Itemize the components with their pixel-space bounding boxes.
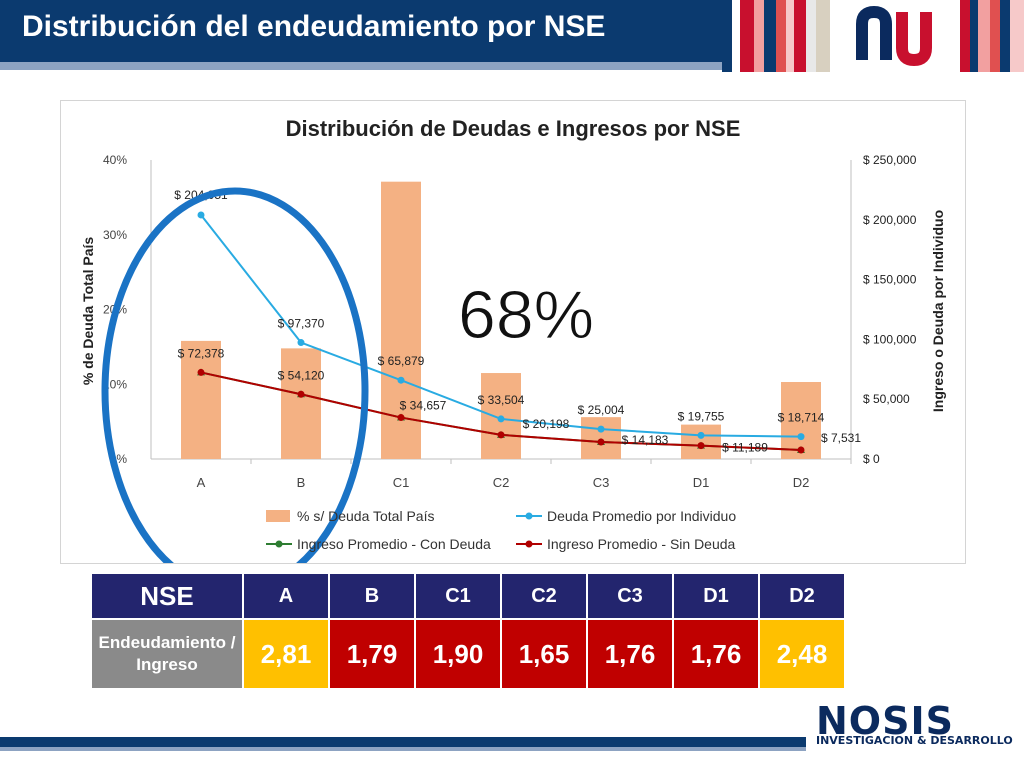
title-band — [0, 0, 722, 64]
x-tick-label: B — [297, 475, 306, 490]
series-point — [197, 211, 205, 219]
y-axis-label-left: % de Deuda Total País — [80, 237, 96, 386]
data-label: $ 33,504 — [478, 393, 525, 407]
bar — [281, 348, 321, 459]
y-tick-label-right: $ 200,000 — [863, 213, 917, 227]
table-header-cell: C3 — [588, 574, 672, 618]
y-tick-label-right: $ 100,000 — [863, 332, 917, 346]
y-axis-label-right: Ingreso o Deuda por Individuo — [930, 210, 946, 412]
legend-entry: Ingreso Promedio - Con Deuda — [297, 536, 491, 552]
chart-title: Distribución de Deudas e Ingresos por NS… — [286, 116, 741, 141]
y-tick-label-left: 30% — [103, 228, 127, 242]
legend-entry: Ingreso Promedio - Sin Deuda — [547, 536, 736, 552]
legend-marker — [275, 540, 283, 548]
data-label: $ 65,879 — [378, 354, 425, 368]
series-point — [797, 433, 805, 441]
ratio-cell: 1,90 — [416, 620, 500, 688]
x-tick-label: D2 — [793, 475, 810, 490]
ratio-table: NSE A B C1 C2 C3 D1 D2 Endeudamiento / I… — [90, 572, 846, 690]
y-tick-label-right: $ 250,000 — [863, 153, 917, 167]
series-point — [397, 414, 405, 422]
line-series — [197, 211, 805, 454]
data-label: $ 18,714 — [778, 411, 825, 425]
ratio-cell: 2,48 — [760, 620, 844, 688]
data-label: $ 11,189 — [722, 441, 768, 455]
y-tick-label-left: 10% — [103, 377, 127, 391]
legend: % s/ Deuda Total País Deuda Promedio por … — [266, 508, 736, 552]
ratio-cell: 1,76 — [674, 620, 758, 688]
x-tick-label: D1 — [693, 475, 710, 490]
y-tick-label-left: 40% — [103, 153, 127, 167]
ratio-cell: 2,81 — [244, 620, 328, 688]
chart-panel: Distribución de Deudas e Ingresos por NS… — [60, 100, 966, 564]
annotation-68-percent: 68% — [458, 277, 594, 353]
series-point — [797, 446, 805, 454]
table-header-cell: D2 — [760, 574, 844, 618]
data-label: $ 7,531 — [821, 431, 861, 445]
combo-chart: Distribución de Deudas e Ingresos por NS… — [80, 116, 946, 563]
y-tick-label-right: $ 0 — [863, 452, 880, 466]
nosis-logo: NOSIS — [816, 699, 954, 743]
ratio-cell: 1,76 — [588, 620, 672, 688]
table-header-cell: D1 — [674, 574, 758, 618]
legend-entry: % s/ Deuda Total País — [297, 508, 434, 524]
title-accent — [0, 62, 722, 70]
highlight-circle — [101, 187, 369, 563]
legend-marker — [525, 512, 533, 520]
series-point — [297, 390, 305, 398]
data-label: $ 72,378 — [178, 346, 225, 360]
decorative-stripes-left — [722, 0, 830, 72]
legend-swatch — [266, 510, 290, 522]
series-point — [197, 368, 205, 376]
series-point — [497, 431, 505, 439]
row-label-endeudamiento: Endeudamiento / Ingreso — [92, 620, 242, 688]
series-point — [297, 339, 305, 347]
y-tick-label-right: $ 50,000 — [863, 392, 910, 406]
data-label: $ 97,370 — [278, 317, 325, 331]
data-label: $ 20,198 — [523, 417, 570, 431]
legend-entry: Deuda Promedio por Individuo — [547, 508, 736, 524]
y-tick-label-right: $ 150,000 — [863, 273, 917, 287]
page-title: Distribución del endeudamiento por NSE — [22, 10, 606, 43]
ratio-cell: 1,65 — [502, 620, 586, 688]
x-tick-label: A — [197, 475, 206, 490]
table-header-row: NSE A B C1 C2 C3 D1 D2 — [92, 574, 844, 618]
bar — [381, 181, 421, 459]
data-label: $ 19,755 — [678, 409, 725, 423]
decorative-stripes-right — [960, 0, 1024, 72]
x-tick-label: C3 — [593, 475, 610, 490]
footer-band — [0, 737, 806, 747]
brand-logo — [830, 0, 960, 72]
series-point — [497, 415, 505, 423]
header: Distribución del endeudamiento por NSE — [0, 0, 1024, 72]
series-point — [697, 431, 705, 439]
data-label: $ 14,183 — [622, 433, 669, 447]
table-header-cell: C2 — [502, 574, 586, 618]
data-label: $ 54,120 — [278, 368, 325, 382]
series-point — [597, 438, 605, 446]
axes: 0%10%20%30%40%$ 0$ 50,000$ 100,000$ 150,… — [103, 153, 917, 490]
bar — [181, 340, 221, 459]
data-label: $ 34,657 — [400, 399, 447, 413]
table-row: Endeudamiento / Ingreso 2,81 1,79 1,90 1… — [92, 620, 844, 688]
x-tick-label: C1 — [393, 475, 410, 490]
series-point — [397, 376, 405, 384]
x-tick-label: C2 — [493, 475, 510, 490]
series-point — [697, 442, 705, 450]
footer-accent — [0, 747, 806, 751]
table-header-cell: B — [330, 574, 414, 618]
legend-marker — [525, 540, 533, 548]
data-label: $ 25,004 — [578, 403, 625, 417]
series-point — [597, 425, 605, 433]
table-header-nse: NSE — [92, 574, 242, 618]
table-header-cell: A — [244, 574, 328, 618]
ratio-cell: 1,79 — [330, 620, 414, 688]
nosis-tagline: INVESTIGACION & DESARROLLO — [816, 734, 1013, 747]
table-header-cell: C1 — [416, 574, 500, 618]
